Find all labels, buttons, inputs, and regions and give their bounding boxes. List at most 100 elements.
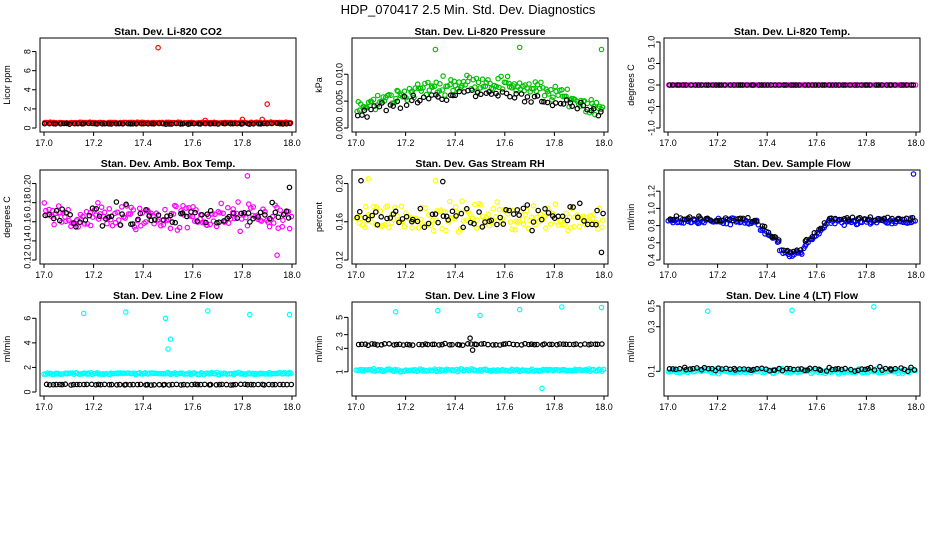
outlier-point: [432, 46, 439, 53]
chart-panel: Stan. Dev. Sample Flow ml/min 17.0 17.2 17.4…: [626, 158, 925, 280]
outlier-point: [365, 176, 372, 182]
x-tick-label: 17.4: [758, 270, 776, 280]
data-point: [550, 94, 556, 101]
data-point: [458, 210, 465, 217]
data-point: [417, 97, 423, 104]
data-point: [560, 101, 567, 107]
page-title: HDP_070417 2.5 Min. Std. Dev. Diagnostic…: [341, 2, 596, 17]
data-point: [779, 367, 786, 374]
data-point: [391, 342, 397, 348]
data-point: [356, 208, 363, 215]
data-point: [442, 340, 448, 347]
data-point: [374, 92, 381, 99]
data-point: [487, 80, 493, 87]
data-point: [250, 215, 256, 222]
chart-panel: Stan. Dev. Line 2 Flow ml/min 17.0 17.2 17.4…: [2, 290, 301, 412]
data-point: [713, 217, 720, 224]
data-point: [113, 120, 120, 127]
data-point: [440, 73, 446, 79]
data-point: [832, 366, 839, 372]
outlier-point: [432, 177, 439, 184]
data-point: [507, 93, 513, 100]
data-point: [851, 82, 858, 88]
data-point: [99, 223, 106, 229]
data-point: [503, 90, 510, 97]
data-point: [386, 340, 393, 347]
data-point: [67, 212, 74, 218]
data-point: [564, 86, 571, 93]
data-point: [122, 215, 129, 221]
x-tick-label: 17.0: [35, 138, 53, 148]
data-point: [226, 213, 232, 220]
chart-panel: Stan. Dev. Gas Stream RH percent 17.0 17.2 1…: [314, 158, 613, 280]
plot-frame: [663, 301, 921, 397]
data-point: [500, 221, 507, 227]
data-point: [548, 86, 554, 93]
data-point: [269, 381, 276, 388]
data-point: [166, 121, 173, 127]
data-point: [378, 341, 385, 348]
data-point: [148, 217, 155, 224]
data-point: [123, 201, 129, 208]
data-point: [50, 215, 57, 222]
y-tick-label: 1.0: [646, 36, 656, 49]
data-point: [694, 365, 700, 371]
data-point: [826, 82, 833, 88]
data-point: [417, 205, 424, 212]
y-axis-label: ml/min: [2, 336, 12, 363]
x-tick-label: 18.0: [283, 270, 301, 280]
y-tick-label: 4: [22, 87, 32, 92]
data-point: [841, 222, 848, 229]
data-point: [53, 207, 60, 214]
data-point: [475, 79, 482, 86]
data-point: [727, 82, 734, 88]
outlier-point: [286, 184, 293, 191]
data-point: [242, 381, 248, 388]
data-point: [204, 222, 210, 229]
x-tick-label: 17.8: [234, 402, 252, 412]
outlier-point: [598, 304, 605, 311]
data-point: [443, 97, 450, 104]
data-point: [594, 207, 600, 214]
data-point: [835, 365, 842, 372]
data-point: [875, 82, 882, 88]
data-point: [243, 214, 249, 221]
data-point: [445, 217, 452, 223]
y-axis-label: kPa: [314, 77, 324, 93]
x-tick-label: 17.0: [35, 270, 53, 280]
y-tick-label: 4: [22, 340, 32, 345]
data-point: [561, 221, 568, 228]
data-point: [143, 207, 149, 213]
data-point: [697, 215, 703, 221]
data-point: [563, 341, 569, 348]
data-point: [376, 103, 383, 110]
data-point: [215, 121, 221, 127]
x-tick-label: 18.0: [595, 270, 613, 280]
data-point: [449, 208, 456, 215]
x-tick-label: 17.0: [347, 402, 365, 412]
data-point: [137, 381, 144, 388]
data-point: [862, 366, 869, 373]
data-point: [900, 82, 907, 88]
data-point: [372, 209, 379, 215]
data-point: [838, 366, 845, 373]
data-point: [753, 218, 760, 225]
data-point: [70, 381, 77, 388]
data-point: [549, 97, 555, 103]
data-point: [865, 365, 871, 372]
data-point: [143, 219, 149, 225]
data-point: [504, 73, 511, 80]
y-tick-label: 0.12: [334, 251, 344, 269]
data-point: [230, 381, 236, 388]
data-point: [858, 82, 865, 88]
data-point: [485, 211, 492, 218]
data-point: [576, 223, 583, 230]
chart-panel: Stan. Dev. Line 3 Flow ml/min 17.0 17.2 17.4…: [314, 290, 613, 412]
data-point: [257, 121, 264, 127]
data-point: [244, 222, 251, 229]
data-point: [469, 87, 475, 94]
data-point: [384, 203, 391, 209]
data-point: [695, 82, 702, 88]
data-point: [463, 205, 470, 212]
data-point: [135, 216, 141, 223]
